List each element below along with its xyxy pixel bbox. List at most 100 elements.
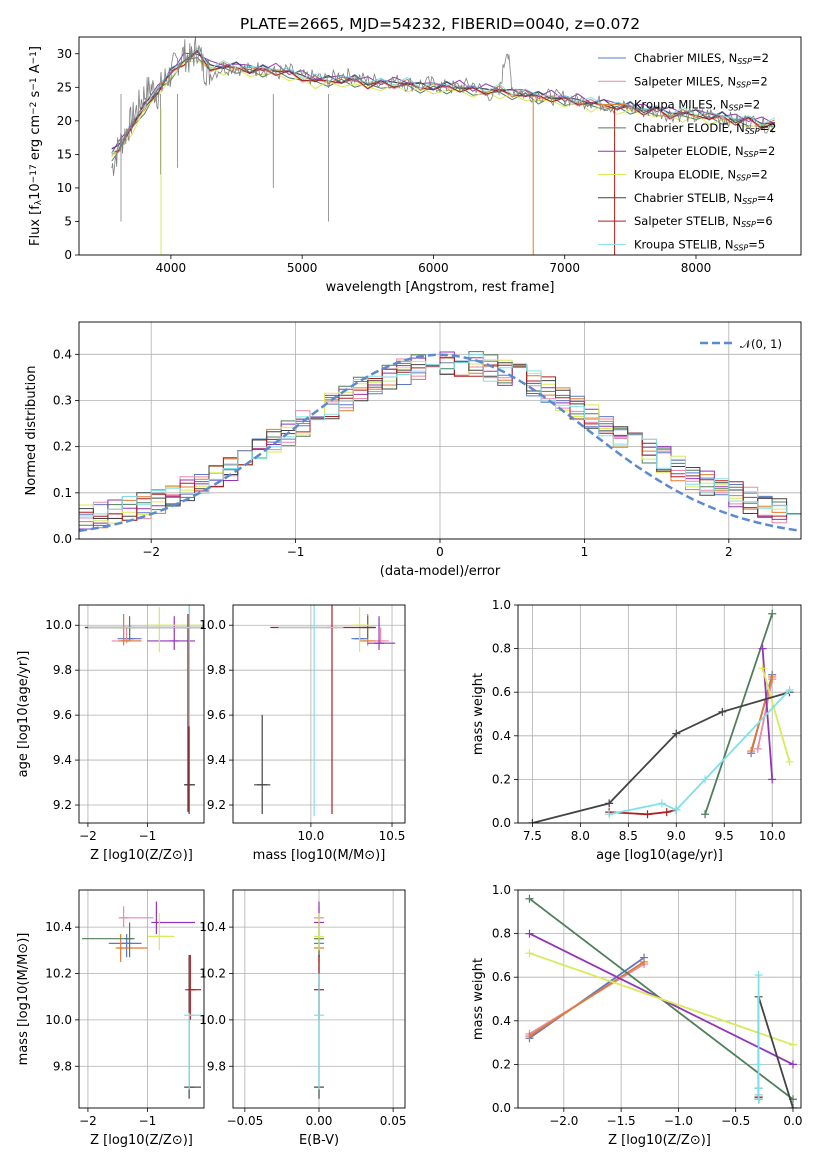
y-tick-label: 0.4 bbox=[53, 347, 72, 361]
weight-line bbox=[757, 996, 794, 1108]
x-tick-label: −2 bbox=[79, 1114, 97, 1128]
weight-point bbox=[768, 609, 777, 618]
spectrum-frame bbox=[78, 36, 802, 256]
weight-point bbox=[785, 686, 794, 695]
spectrum-plot: 4000 5000 6000 7000 8000 0 5 10 15 20 25 30 waveleng… bbox=[28, 36, 802, 295]
y-tick-label: 0.8 bbox=[492, 642, 511, 656]
x-tick-label: 0.00 bbox=[306, 1114, 333, 1128]
weight-vs-age-plot: 7.5 8.0 8.5 9.0 9.5 10.0 0.0 0.2 0.4 0.6 0.8 1.0 age… bbox=[471, 598, 802, 863]
model-line bbox=[111, 60, 775, 158]
legend-entry: Salpeter STELIB, NSSP=6 bbox=[634, 214, 773, 229]
x-tick-label: −1 bbox=[287, 545, 305, 559]
weight-point bbox=[657, 799, 666, 808]
weight-point bbox=[525, 929, 534, 938]
weight-point bbox=[605, 810, 614, 819]
y-tick-label: 9.6 bbox=[207, 708, 226, 722]
weight-point bbox=[662, 808, 671, 817]
weight-point bbox=[672, 805, 681, 814]
age-vs-mass-marks bbox=[254, 605, 396, 817]
y-tick-label: 15 bbox=[57, 147, 72, 161]
weight-point bbox=[747, 747, 756, 756]
x-tick-label: −1.5 bbox=[607, 1114, 636, 1128]
y-tick-label: 9.2 bbox=[207, 798, 226, 812]
y-tick-label: 0.3 bbox=[53, 393, 72, 407]
x-tick-label: 5000 bbox=[287, 261, 318, 275]
legend-entry: Kroupa STELIB, NSSP=5 bbox=[634, 237, 765, 252]
weight-line bbox=[704, 613, 774, 815]
legend-entry: Kroupa ELODIE, NSSP=2 bbox=[634, 168, 768, 183]
mass-vs-Z-frame bbox=[78, 889, 205, 1109]
mass-vs-Z-marks bbox=[81, 901, 202, 1099]
x-tick-label: −0.05 bbox=[226, 1114, 263, 1128]
weight-point bbox=[701, 810, 710, 819]
y-tick-label: 9.4 bbox=[53, 753, 72, 767]
y-tick-label: 1.0 bbox=[492, 883, 511, 897]
x-axis-label: Z [log10(Z/Z⊙)] bbox=[90, 848, 193, 863]
x-tick-label: 9.0 bbox=[667, 829, 686, 843]
x-tick-label: 10.0 bbox=[298, 829, 325, 843]
y-axis-label: age [log10(age/yr)] bbox=[16, 651, 31, 778]
x-tick-label: 8000 bbox=[681, 261, 712, 275]
y-tick-label: 9.8 bbox=[53, 1059, 72, 1073]
y-tick-label: 10.2 bbox=[199, 966, 226, 980]
y-tick-label: 0.0 bbox=[53, 532, 72, 546]
x-tick-label: −2 bbox=[142, 545, 160, 559]
weight-vs-Z-frame bbox=[517, 889, 802, 1109]
x-axis-label: wavelength [Angstrom, rest frame] bbox=[326, 280, 555, 295]
weight-point bbox=[718, 707, 727, 716]
weight-point bbox=[754, 1090, 763, 1099]
x-tick-label: 4000 bbox=[156, 261, 187, 275]
weight-line bbox=[609, 809, 677, 816]
age-vs-Z-frame bbox=[78, 604, 205, 824]
weight-point bbox=[785, 757, 794, 766]
mass-vs-ebv-marks bbox=[314, 901, 324, 1099]
legend-entry: Chabrier STELIB, NSSP=4 bbox=[634, 191, 774, 206]
y-tick-label: 10.0 bbox=[199, 1013, 226, 1027]
y-tick-label: 0.2 bbox=[492, 772, 511, 786]
residuals-plot: −2 −1 0 1 2 0.0 0.1 0.2 0.3 0.4 (data-model)/error… bbox=[24, 321, 802, 579]
y-tick-label: 0.1 bbox=[53, 486, 72, 500]
weight-point bbox=[758, 644, 767, 653]
x-tick-label: 0.05 bbox=[380, 1114, 407, 1128]
y-tick-label: 10.0 bbox=[199, 618, 226, 632]
x-tick-label: 2 bbox=[725, 545, 733, 559]
y-axis-label: Normed distribution bbox=[24, 366, 39, 496]
y-tick-label: 10.0 bbox=[45, 618, 72, 632]
y-axis-label: mass [log10(M/M⊙)] bbox=[16, 933, 31, 1066]
y-tick-label: 0 bbox=[64, 248, 72, 262]
weight-point bbox=[672, 729, 681, 738]
y-tick-label: 10.0 bbox=[45, 1013, 72, 1027]
age-vs-mass-frame bbox=[232, 604, 406, 824]
x-tick-label: 7.5 bbox=[523, 829, 542, 843]
x-axis-label: E(B-V) bbox=[299, 1133, 339, 1148]
x-axis-label: Z [log10(Z/Z⊙)] bbox=[608, 1133, 711, 1148]
weight-point bbox=[605, 799, 614, 808]
x-tick-label: −2 bbox=[79, 829, 97, 843]
y-tick-label: 10.4 bbox=[199, 920, 226, 934]
y-tick-label: 0.4 bbox=[492, 1014, 511, 1028]
y-tick-label: 30 bbox=[57, 47, 72, 61]
y-tick-label: 0.2 bbox=[53, 440, 72, 454]
x-tick-label: 0.0 bbox=[783, 1114, 802, 1128]
x-axis-label: (data-model)/error bbox=[380, 564, 501, 579]
legend-entry: 𝒩(0, 1) bbox=[740, 337, 782, 351]
x-axis-label: mass [log10(M/M⊙)] bbox=[253, 848, 386, 863]
legend-entry: Kroupa MILES, NSSP=2 bbox=[634, 98, 760, 113]
x-tick-label: −1 bbox=[139, 1114, 157, 1128]
y-axis-label: mass weight bbox=[471, 958, 486, 1040]
y-tick-label: 10 bbox=[57, 181, 72, 195]
weight-point bbox=[528, 819, 537, 823]
y-tick-label: 9.8 bbox=[207, 663, 226, 677]
residuals-frame bbox=[78, 321, 802, 540]
weight-point bbox=[754, 1060, 763, 1069]
weight-point bbox=[701, 775, 710, 784]
residuals-marks bbox=[79, 351, 801, 533]
age-vs-Z-plot: −2 −1 9.2 9.4 9.6 9.8 10.0 Z [log10(Z/Z⊙)] age [… bbox=[16, 604, 205, 863]
y-tick-label: 9.8 bbox=[207, 1059, 226, 1073]
y-tick-label: 25 bbox=[57, 80, 72, 94]
x-tick-label: 9.5 bbox=[715, 829, 734, 843]
y-tick-label: 10.2 bbox=[45, 966, 72, 980]
x-tick-label: 7000 bbox=[549, 261, 580, 275]
spectrum-marks bbox=[111, 37, 775, 255]
